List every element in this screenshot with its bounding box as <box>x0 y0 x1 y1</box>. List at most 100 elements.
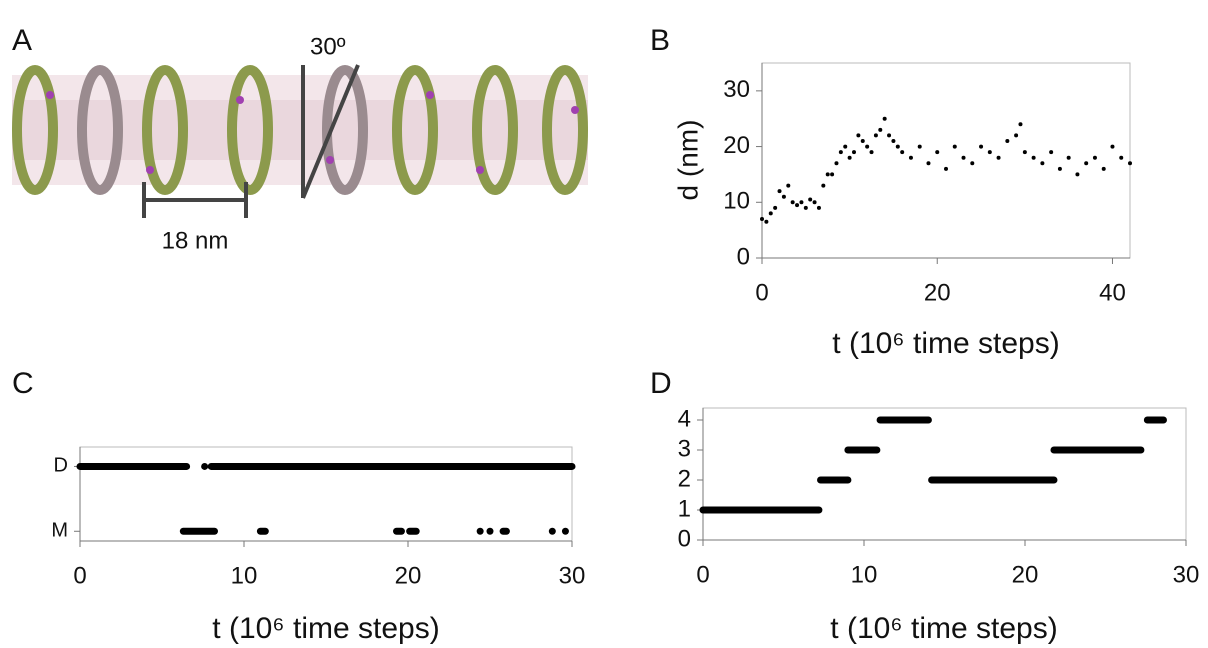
panel-label: D <box>650 367 672 400</box>
y-tick-label: 20 <box>723 132 750 159</box>
scale-label: 18 nm <box>162 227 229 254</box>
data-point <box>926 161 931 166</box>
data-point <box>856 133 861 138</box>
x-tick-label: 30 <box>1173 561 1200 588</box>
y-axis-label: d (nm) <box>672 120 703 201</box>
data-point <box>790 200 795 205</box>
plot-frame <box>761 62 1131 259</box>
data-point <box>1075 172 1080 177</box>
panel-label: A <box>12 24 32 57</box>
data-point <box>781 194 786 199</box>
y-tick-label: 10 <box>723 188 750 215</box>
x-tick-label: 10 <box>231 562 258 589</box>
y-tick-label: M <box>51 520 68 542</box>
data-point <box>816 205 821 210</box>
data-point <box>952 144 957 149</box>
data-point <box>1110 144 1115 149</box>
data-point <box>895 144 900 149</box>
data-point <box>1119 155 1124 160</box>
data-point <box>847 155 852 160</box>
data-point <box>860 139 865 143</box>
x-tick-label: 10 <box>851 561 878 588</box>
x-axis-label: t (10⁶ time steps) <box>830 612 1057 645</box>
data-point <box>1101 166 1106 171</box>
data-point <box>812 200 817 205</box>
y-tick-label: 30 <box>723 76 750 103</box>
y-tick-label: 4 <box>678 405 691 432</box>
data-point <box>1057 166 1062 171</box>
data-point <box>760 217 764 221</box>
purple-beads <box>46 91 579 174</box>
data-point <box>882 116 887 121</box>
data-point <box>1022 150 1027 155</box>
data-point <box>987 150 992 155</box>
data-point <box>768 211 773 216</box>
data-point <box>873 133 878 138</box>
data-point <box>786 183 791 188</box>
y-tick-label: 3 <box>678 435 691 462</box>
plot-frame <box>702 407 1187 541</box>
data-point <box>996 155 1001 160</box>
data-point <box>887 133 892 138</box>
data-point <box>821 183 826 188</box>
scale-bar <box>142 182 248 218</box>
x-tick-label: 0 <box>73 562 86 589</box>
x-tick-label: 0 <box>755 279 768 306</box>
plot-frame <box>79 446 573 542</box>
x-tick-label: 20 <box>1012 561 1039 588</box>
data-point <box>900 150 905 155</box>
data-point <box>773 205 778 210</box>
y-tick-label: D <box>54 455 68 477</box>
data-point <box>799 200 804 205</box>
angle-label: 30º <box>310 33 346 60</box>
data-point <box>1049 150 1054 155</box>
data-point <box>1005 139 1010 143</box>
tilt-line <box>301 64 360 199</box>
data-point <box>935 150 940 155</box>
data-point <box>838 150 843 155</box>
data-point <box>979 144 984 149</box>
data-point <box>830 172 835 177</box>
data-point <box>1014 133 1019 138</box>
x-tick-label: 40 <box>1099 279 1126 306</box>
y-tick-label: 2 <box>678 465 691 492</box>
data-point <box>1084 161 1089 166</box>
tube-core <box>12 100 588 160</box>
data-point <box>1040 161 1045 166</box>
data-point <box>803 205 808 210</box>
data-point <box>970 161 975 166</box>
data-point <box>1092 155 1097 160</box>
data-point <box>1018 122 1023 127</box>
x-tick-label: 0 <box>696 561 709 588</box>
data-point <box>878 127 883 132</box>
x-tick-label: 20 <box>924 279 951 306</box>
data-point <box>808 197 813 202</box>
data-point <box>834 161 839 166</box>
x-tick-label: 20 <box>395 562 422 589</box>
x-axis-label: t (10⁶ time steps) <box>832 327 1059 360</box>
data-point <box>865 144 870 149</box>
data-point <box>869 150 874 155</box>
data-point <box>1066 155 1071 160</box>
data-point <box>795 203 800 208</box>
y-tick-label: 1 <box>678 495 691 522</box>
data-point <box>843 144 848 149</box>
panel-label: C <box>12 367 34 400</box>
panel-a-image: A 30º 18 nm <box>12 24 588 254</box>
data-point <box>917 144 922 149</box>
data-point <box>852 150 856 155</box>
data-point <box>944 166 948 171</box>
data-point <box>825 172 830 177</box>
x-tick-label: 30 <box>559 562 586 589</box>
y-tick-label: 0 <box>678 525 691 552</box>
panel-label: B <box>650 24 670 57</box>
data-point <box>1128 161 1132 166</box>
data-point <box>1031 155 1036 160</box>
data-point <box>764 219 769 224</box>
data-point <box>908 155 913 160</box>
data-point <box>891 139 896 143</box>
y-tick-label: 0 <box>737 243 750 270</box>
data-point <box>777 189 782 194</box>
helix-beads <box>12 65 588 195</box>
